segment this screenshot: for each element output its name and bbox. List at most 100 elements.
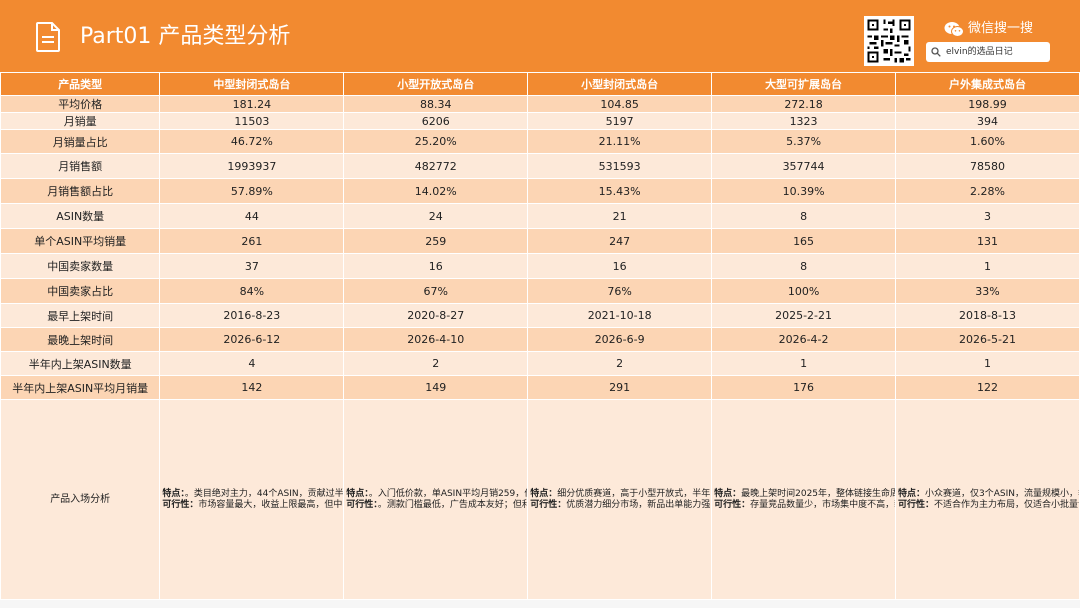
table-cell: 291 [527, 375, 713, 400]
column-header: 中型封闭式岛台 [159, 72, 345, 96]
table-cell: 16 [343, 253, 529, 279]
table-cell: 21.11% [527, 129, 713, 154]
table-cell: 482772 [343, 153, 529, 179]
page-title: Part01 产品类型分析 [80, 24, 291, 49]
feature-keyword: 特点： [714, 488, 742, 499]
table-cell: 142 [159, 375, 345, 400]
table-cell: 176 [711, 375, 897, 400]
table-cell: 15.43% [527, 178, 713, 204]
feature-keyword: 特点： [346, 488, 369, 499]
analysis-cell: 特点：细分优质赛道，高于小型开放式，半年内上新ASIN平均月销291，位所有品类… [527, 399, 713, 600]
table-cell: 8 [711, 253, 897, 279]
table-cell: 149 [343, 375, 529, 400]
row-label: 半年内上架ASIN数量 [0, 351, 161, 376]
table-cell: 2025-2-21 [711, 303, 897, 328]
wechat-icon [944, 22, 964, 37]
table-cell: 84% [159, 278, 345, 304]
row-label: 月销量占比 [0, 129, 161, 154]
table-cell: 181.24 [159, 95, 345, 113]
table-cell: 14.02% [343, 178, 529, 204]
table-cell: 104.85 [527, 95, 713, 113]
table-cell: 1 [895, 351, 1080, 376]
column-header: 户外集成式岛台 [895, 72, 1080, 96]
table-cell: 2 [527, 351, 713, 376]
feature-text: 最晚上架时间2025年，整体链接生命周期短，老链接壁垒弱，客单价高，利润空间大，… [741, 488, 894, 499]
feature-text: 。类目绝对主力，44个ASIN，贡献过半市场营收。单ASIN平均月销261，流量… [184, 488, 344, 499]
table-row: 月销售额 1993937 482772 531593 357744 78580 [0, 153, 1080, 179]
feasibility-keyword: 可行性： [714, 499, 751, 510]
feasibility-keyword: 可行性： [162, 499, 199, 510]
feasibility-text: 市场容量最大，收益上限最高，但中国卖家扎堆、头部老链接壁垒深厚；适合有供应链、资… [198, 499, 344, 510]
table-cell: 24 [343, 203, 529, 229]
table-cell: 4 [159, 351, 345, 376]
table-cell: 3 [895, 203, 1080, 229]
feasibility-text: 。测款门槛最低，广告成本友好；但利润空间有限，价格战激烈，适合用于低成本测流量、… [377, 499, 527, 510]
table-cell: 261 [159, 228, 345, 254]
row-label: 月销售额占比 [0, 178, 161, 204]
table-cell: 2021-10-18 [527, 303, 713, 328]
table-cell: 8 [711, 203, 897, 229]
table-cell: 2026-5-21 [895, 327, 1080, 352]
table-cell: 57.89% [159, 178, 345, 204]
table-cell: 25.20% [343, 129, 529, 154]
table-cell: 122 [895, 375, 1080, 400]
table-cell: 165 [711, 228, 897, 254]
table-row: 最晚上架时间 2026-6-12 2026-4-10 2026-6-9 2026-4-2… [0, 327, 1080, 352]
table-cell: 46.72% [159, 129, 345, 154]
column-header: 大型可扩展岛台 [711, 72, 897, 96]
table-cell: 16 [527, 253, 713, 279]
feasibility-text: 优质潜力细分市场，新品出单能力强；竞争压力小于中型封闭式，用户需求明确，溢价优于… [566, 499, 711, 510]
feasibility-text: 不适合作为主力布局，仅适合小批量试产，无法支撑稳定店铺营收，不推荐新品入场。 [934, 499, 1079, 510]
table-row: 月销售额占比 57.89% 14.02% 15.43% 10.39% 2.28% [0, 178, 1080, 204]
table-cell: 247 [527, 228, 713, 254]
search-input[interactable]: elvin的选品日记 [926, 42, 1050, 62]
row-label: ASIN数量 [0, 203, 161, 229]
table-cell: 44 [159, 203, 345, 229]
table-row: 中国卖家数量 37 16 16 8 1 [0, 253, 1080, 279]
table-cell: 21 [527, 203, 713, 229]
table-cell: 2020-8-27 [343, 303, 529, 328]
table-cell: 2.28% [895, 178, 1080, 204]
feasibility-text: 存量竞品数量少，市场集中度不高，新品机会大；高客单带来更高毛利，对供应链、包装能… [750, 499, 895, 510]
analysis-cell: 特点：。类目绝对主力，44个ASIN，贡献过半市场营收。单ASIN平均月销261… [159, 399, 345, 600]
analysis-label: 产品入场分析 [0, 399, 161, 600]
feasibility-keyword: 可行性： [346, 499, 378, 510]
search-icon [931, 47, 941, 57]
analysis-cell: 特点：小众赛道，仅3个ASIN，流量规模小，季节性极强，只集中在春夏户外季，材质… [895, 399, 1080, 600]
qr-code-icon [864, 16, 914, 66]
table-cell: 33% [895, 278, 1080, 304]
table-cell: 5.37% [711, 129, 897, 154]
table-row: 月销量 11503 6206 5197 1323 394 [0, 112, 1080, 130]
analysis-cell: 特点：最晚上架时间2025年，整体链接生命周期短，老链接壁垒弱，客单价高，利润空… [711, 399, 897, 600]
feature-text: 细分优质赛道，高于小型开放式，半年内上新ASIN平均月销291，位所有品类新品表… [557, 488, 712, 499]
row-label: 最早上架时间 [0, 303, 161, 328]
row-label: 月销售额 [0, 153, 161, 179]
table-cell: 531593 [527, 153, 713, 179]
table-cell: 10.39% [711, 178, 897, 204]
column-header: 产品类型 [0, 72, 161, 96]
table-cell: 11503 [159, 112, 345, 130]
table-cell: 37 [159, 253, 345, 279]
row-label: 中国卖家占比 [0, 278, 161, 304]
table-cell: 1.60% [895, 129, 1080, 154]
feature-keyword: 特点： [898, 488, 926, 499]
table-cell: 67% [343, 278, 529, 304]
table-row: ASIN数量 44 24 21 8 3 [0, 203, 1080, 229]
table-cell: 88.34 [343, 95, 529, 113]
table-cell: 100% [711, 278, 897, 304]
table-row: 平均价格 181.24 88.34 104.85 272.18 198.99 [0, 95, 1080, 113]
table-cell: 2026-6-12 [159, 327, 345, 352]
product-type-table: 产品类型 中型封闭式岛台 小型开放式岛台 小型封闭式岛台 大型可扩展岛台 户外集… [0, 72, 1080, 600]
feature-text: 。入门低价款，单ASIN平均月销259，价格门槛低，流量来自小户型、租房群体，缺… [368, 488, 527, 499]
table-cell: 2026-4-2 [711, 327, 897, 352]
table-cell: 1323 [711, 112, 897, 130]
row-label: 月销量 [0, 112, 161, 130]
table-header-row: 产品类型 中型封闭式岛台 小型开放式岛台 小型封闭式岛台 大型可扩展岛台 户外集… [0, 72, 1080, 96]
row-label: 平均价格 [0, 95, 161, 113]
table-cell: 2026-4-10 [343, 327, 529, 352]
table-row: 单个ASIN平均销量 261 259 247 165 131 [0, 228, 1080, 254]
header-banner: Part01 产品类型分析 [0, 0, 1080, 72]
wechat-search-label: 微信搜一搜 [968, 21, 1034, 36]
table-cell: 259 [343, 228, 529, 254]
